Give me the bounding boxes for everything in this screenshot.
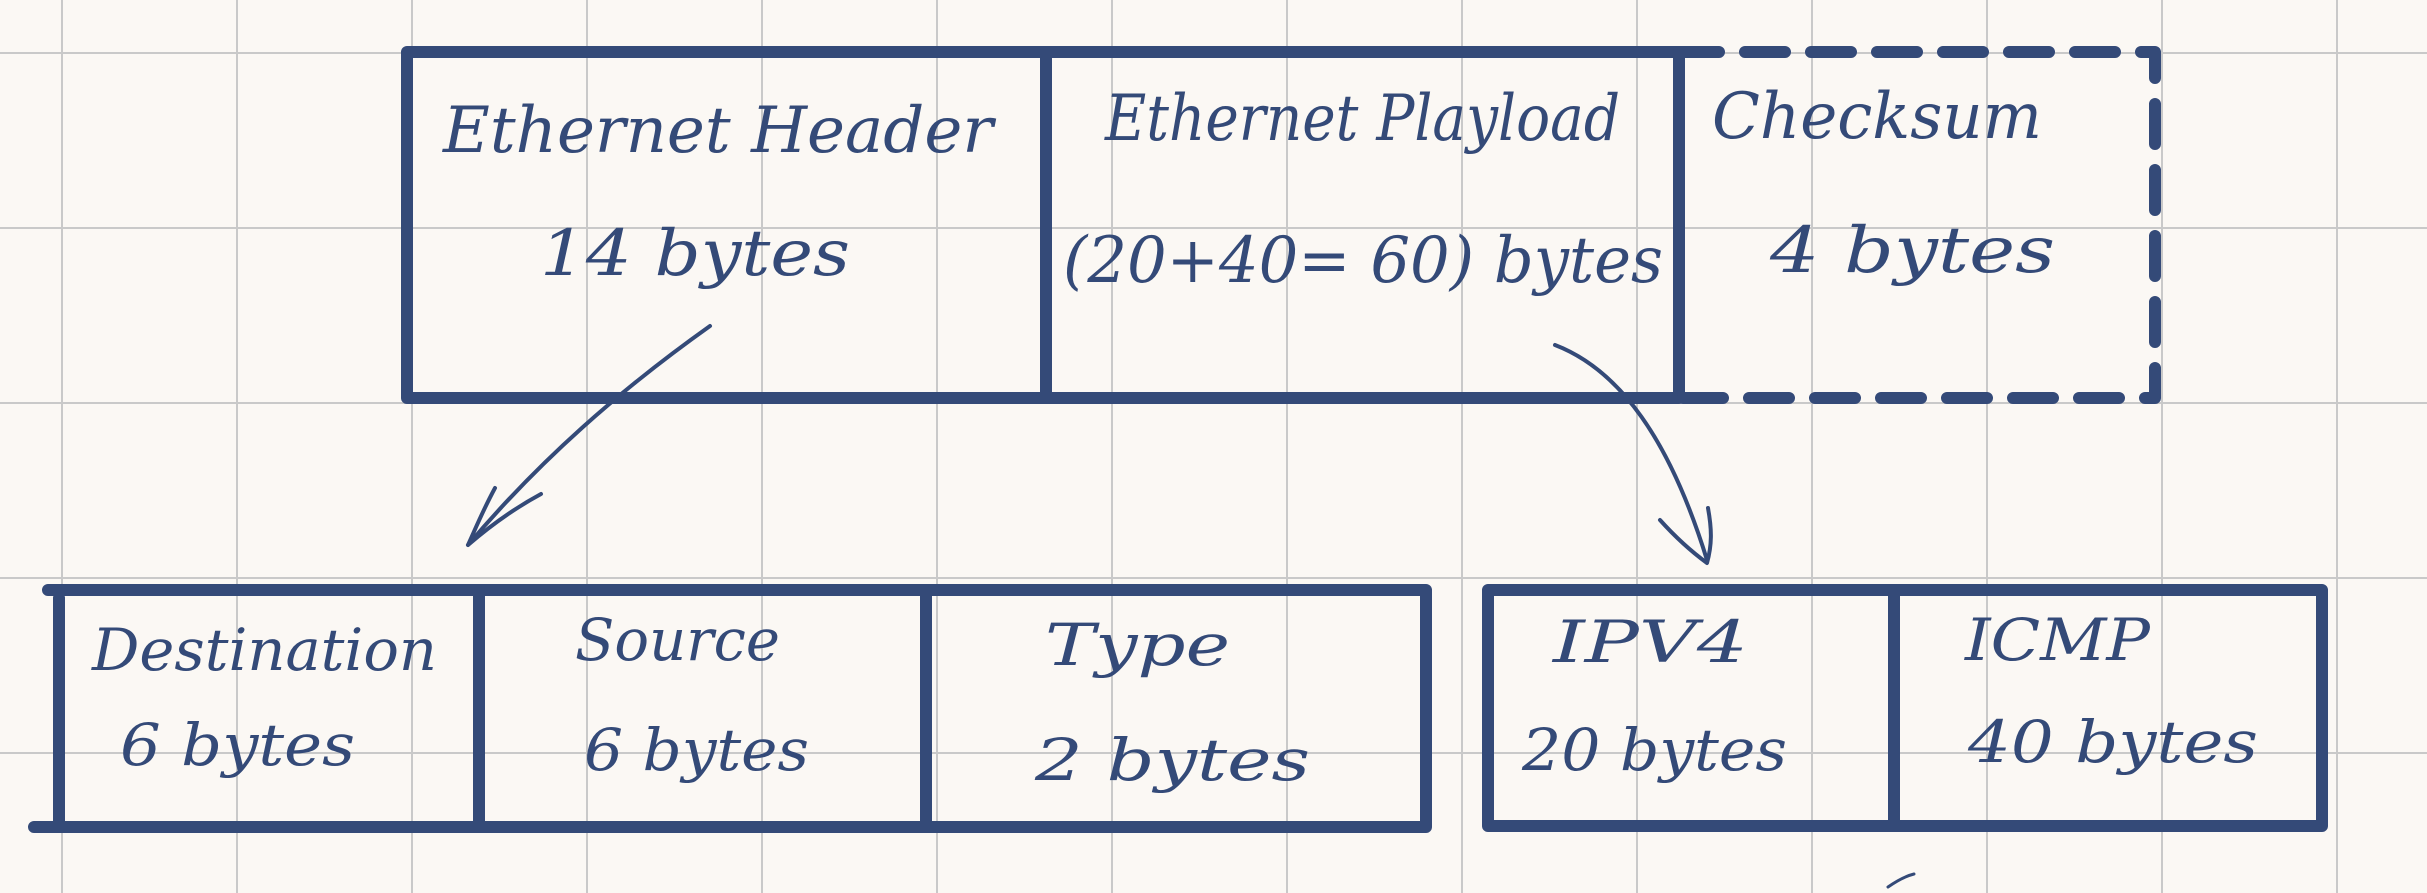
type-title: Type: [1045, 611, 1230, 679]
ethernet-payload-title: Ethernet Playload: [1104, 82, 1620, 156]
ethernet-payload-box: [1040, 46, 1685, 404]
header-arrow-head: [466, 486, 543, 547]
checksum-title: Checksum: [1712, 80, 2042, 154]
type-size: 2 bytes: [1034, 726, 1310, 794]
source-title: Source: [575, 606, 780, 674]
ipv4-size: 20 bytes: [1521, 716, 1787, 784]
checksum-box: [1673, 46, 2161, 404]
icmp-title: ICMP: [1964, 606, 2151, 674]
header-expansion-arrow: [466, 324, 712, 547]
ethernet-payload-size: (20+40= 60) bytes: [1063, 224, 1663, 298]
icmp-size: 40 bytes: [1967, 708, 2258, 776]
header-fields-box: [28, 584, 1432, 833]
ethernet-header-title: Ethernet Header: [442, 94, 996, 168]
ethernet-header-size: 14 bytes: [540, 217, 850, 291]
ipv4-title: IPV4: [1552, 608, 1748, 676]
payload-expansion-arrow: [1553, 343, 1709, 562]
source-size: 6 bytes: [584, 716, 809, 784]
payload-fields-box: [1482, 584, 2328, 832]
payload-arrow-head: [1658, 506, 1713, 565]
checksum-size: 4 bytes: [1769, 214, 2055, 288]
stray-pen-mark: [1886, 872, 1916, 889]
destination-size: 6 bytes: [120, 711, 355, 779]
destination-title: Destination: [91, 616, 437, 684]
